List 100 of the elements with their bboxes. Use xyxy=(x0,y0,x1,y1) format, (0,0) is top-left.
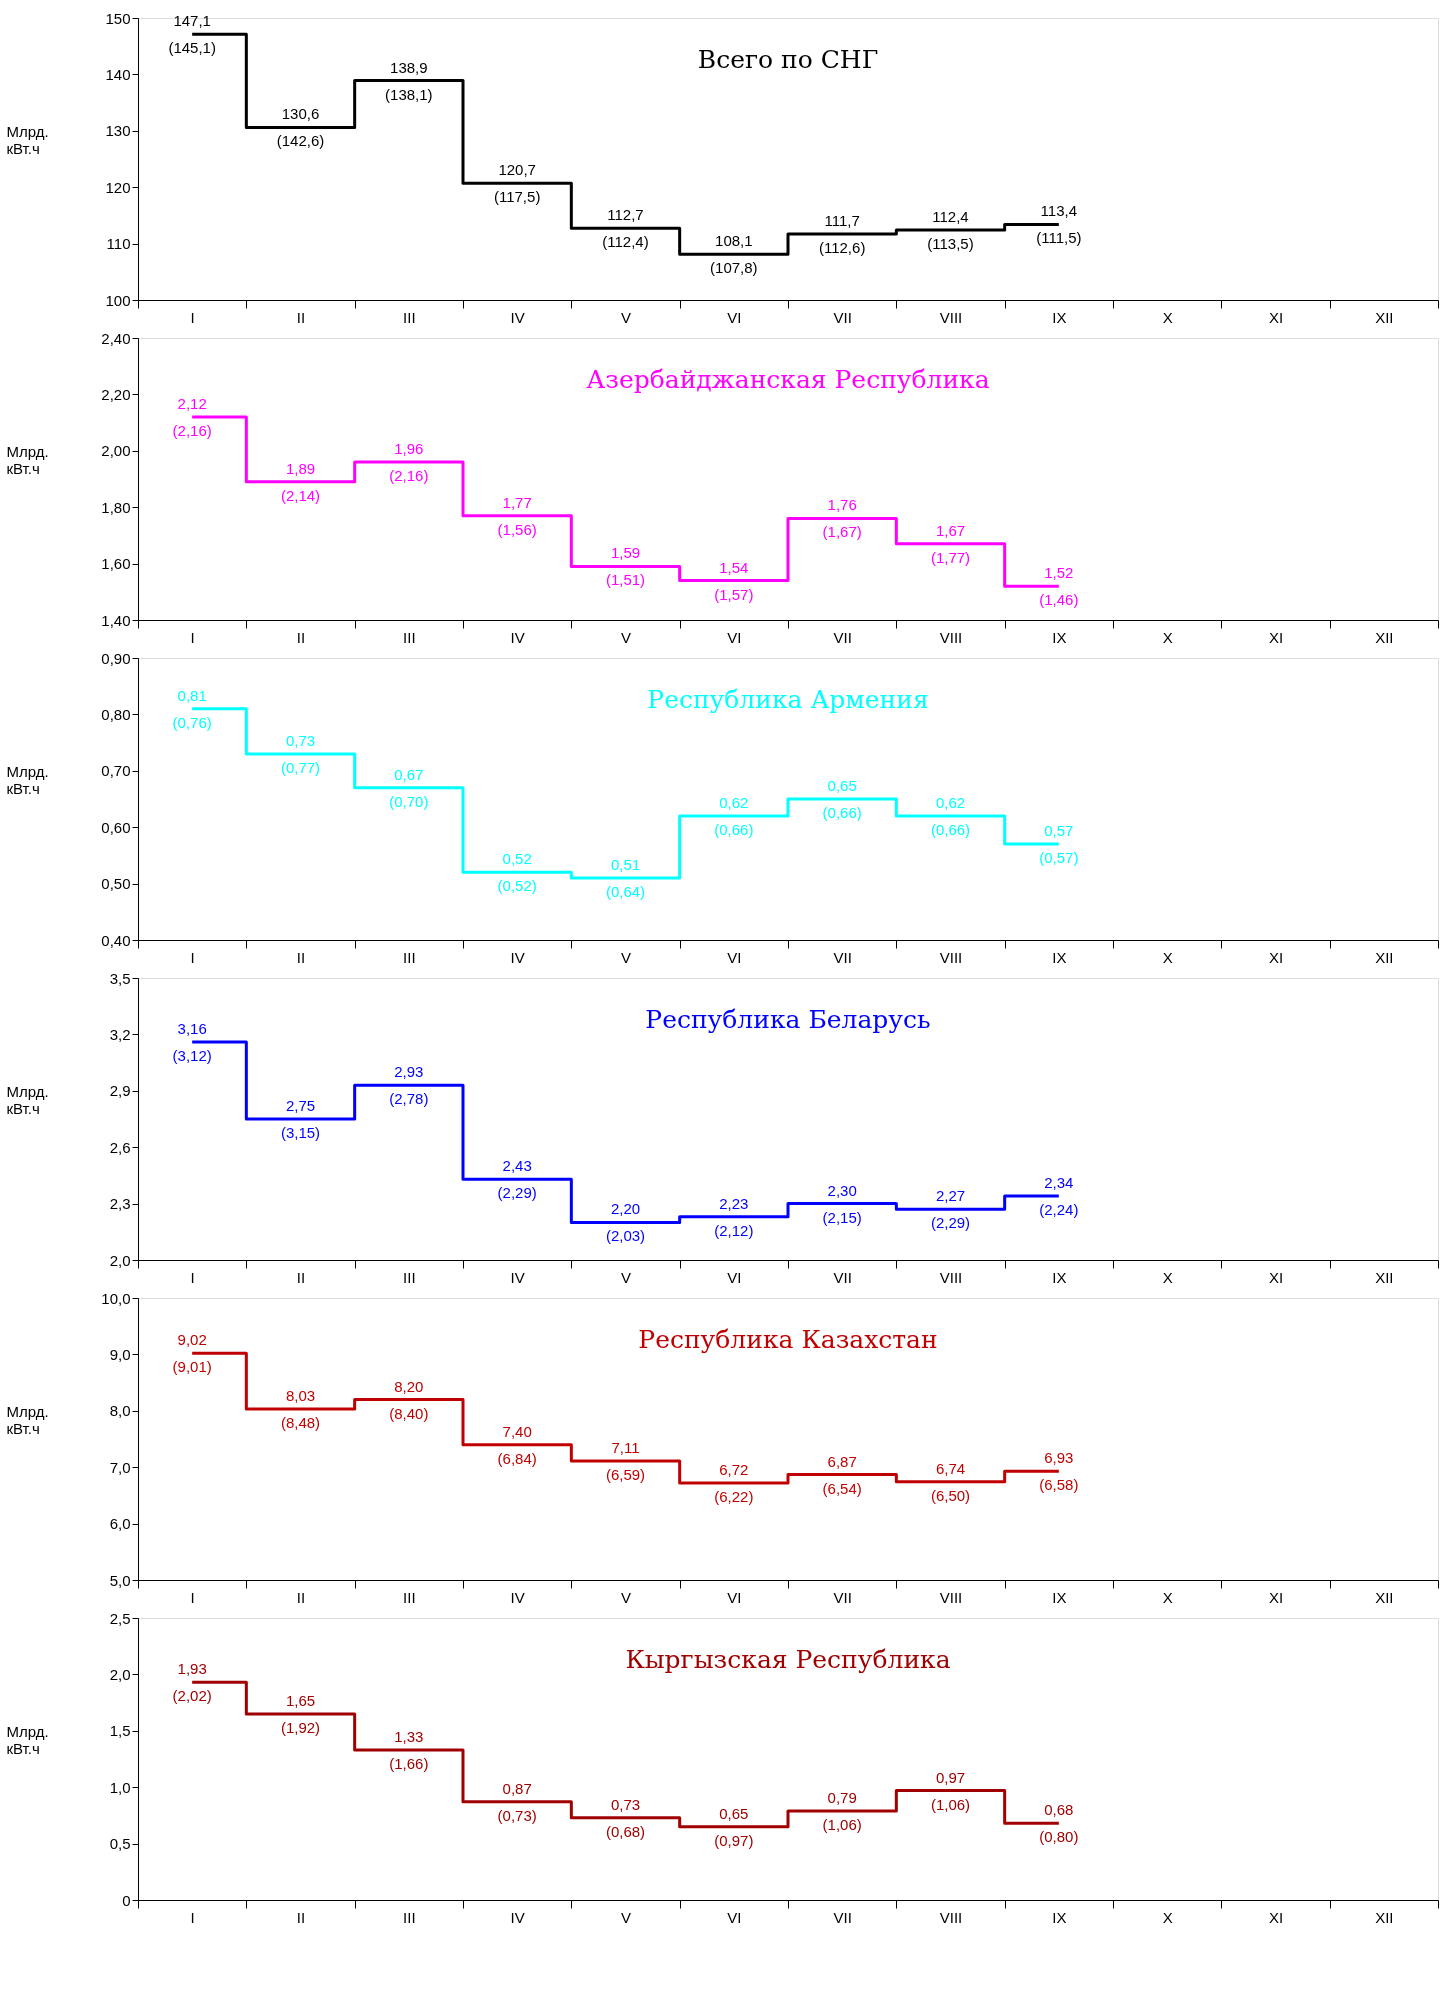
x-tick-label: IX xyxy=(1052,1268,1067,1286)
y-tick-label: 130 xyxy=(105,122,131,140)
data-label: 0,51 xyxy=(610,855,641,873)
data-label: 113,4 xyxy=(1040,202,1078,220)
annotation: (0,64) xyxy=(605,882,646,900)
data-label: 2,20 xyxy=(610,1200,641,1218)
x-tick-label: XII xyxy=(1375,628,1394,646)
y-tick-label: 0,40 xyxy=(101,931,131,949)
data-label: 147,1 xyxy=(173,12,211,30)
x-tick-label: IX xyxy=(1052,948,1067,966)
x-tick-label: IV xyxy=(510,1268,525,1286)
data-label: 1,89 xyxy=(285,459,316,477)
data-label: 6,87 xyxy=(827,1452,857,1470)
annotation: (0,52) xyxy=(497,877,537,895)
x-tick-label: III xyxy=(403,1908,416,1926)
x-tick-label: IV xyxy=(510,628,525,646)
annotation: (2,15) xyxy=(822,1208,862,1226)
data-label: 120,7 xyxy=(498,161,536,179)
x-tick-label: III xyxy=(403,948,416,966)
x-tick-label: IV xyxy=(510,1588,525,1606)
x-tick-label: VIII xyxy=(939,628,963,646)
x-tick-label: III xyxy=(403,1268,416,1286)
annotation: (112,4) xyxy=(602,233,649,251)
x-tick-label: X xyxy=(1162,948,1173,966)
data-label: 6,93 xyxy=(1044,1449,1074,1467)
y-tick-label: 2,9 xyxy=(109,1082,131,1100)
x-tick-label: VII xyxy=(833,1908,852,1926)
annotation: (112,6) xyxy=(818,239,866,257)
text: Республика Армения xyxy=(647,685,929,714)
data-label: 1,67 xyxy=(935,521,966,539)
y-tick-label: 0,90 xyxy=(101,649,131,667)
x-tick-label: XII xyxy=(1375,308,1394,326)
x-tick-label: III xyxy=(403,628,416,646)
annotation: (9,01) xyxy=(172,1358,212,1376)
x-tick-label: X xyxy=(1162,1268,1173,1286)
data-label: 2,43 xyxy=(502,1157,532,1175)
annotation: (3,12) xyxy=(172,1046,212,1064)
annotation: (142,6) xyxy=(276,132,325,150)
annotation: (2,24) xyxy=(1039,1201,1079,1219)
x-tick-label: VII xyxy=(833,308,852,326)
x-tick-label: IV xyxy=(510,308,525,326)
data-label: 3,16 xyxy=(177,1019,207,1037)
data-label: 0,65 xyxy=(827,777,857,794)
annotation: (1,66) xyxy=(389,1754,429,1772)
annotation: (145,1) xyxy=(168,39,216,57)
data-label: 112,4 xyxy=(932,208,969,226)
x-tick-label: IX xyxy=(1052,628,1067,646)
annotation: (113,5) xyxy=(927,235,974,253)
x-tick-label: II xyxy=(296,308,306,326)
text: Всего по СНГ xyxy=(697,45,879,74)
annotation: (1,56) xyxy=(497,520,537,538)
y-tick-label: 1,40 xyxy=(101,611,131,629)
data-label: 0,52 xyxy=(502,850,532,868)
x-tick-label: II xyxy=(296,1588,306,1606)
x-tick-label: II xyxy=(296,1268,306,1286)
data-label: 0,97 xyxy=(935,1768,966,1786)
x-tick-label: X xyxy=(1162,308,1173,326)
annotation: (6,54) xyxy=(822,1479,862,1497)
x-tick-label: IX xyxy=(1052,308,1067,326)
x-tick-label: I xyxy=(190,1268,195,1286)
data-label: 0,68 xyxy=(1044,1801,1074,1819)
y-tick-label: 6,0 xyxy=(109,1515,131,1533)
x-tick-label: VI xyxy=(727,1268,742,1286)
x-tick-label: VI xyxy=(727,1908,742,1926)
y-tick-label: 120 xyxy=(105,178,131,196)
y-tick-label: 3,5 xyxy=(109,969,131,987)
y-tick-label: 2,20 xyxy=(101,385,131,403)
y-tick-label: 140 xyxy=(105,65,131,83)
data-label: 2,27 xyxy=(935,1187,966,1205)
annotation: (1,67) xyxy=(822,523,862,541)
y-axis-title: Млрд. кВт.ч xyxy=(6,1722,49,1757)
y-axis-title: Млрд. кВт.ч xyxy=(6,1082,49,1117)
x-tick-label: I xyxy=(190,308,195,326)
x-tick-label: V xyxy=(620,1268,632,1286)
x-tick-label: VII xyxy=(833,1588,852,1606)
y-tick-label: 0,5 xyxy=(109,1835,131,1853)
annotation: (0,68) xyxy=(605,1822,646,1840)
y-tick-label: 0,80 xyxy=(101,705,131,723)
x-tick-label: XI xyxy=(1268,628,1284,646)
annotation: (2,03) xyxy=(605,1227,646,1245)
annotation: (0,80) xyxy=(1039,1828,1079,1846)
annotation: (6,84) xyxy=(497,1449,537,1467)
data-label: 1,65 xyxy=(285,1691,316,1709)
annotation: (117,5) xyxy=(493,188,541,206)
x-tick-label: XII xyxy=(1375,948,1394,966)
annotation: (1,57) xyxy=(714,585,754,603)
data-label: 0,62 xyxy=(935,793,966,811)
data-label: 2,93 xyxy=(394,1063,424,1081)
annotation: (2,16) xyxy=(389,467,429,485)
data-label: 1,33 xyxy=(394,1727,424,1745)
y-tick-label: 0,70 xyxy=(101,762,131,780)
y-tick-label: 150 xyxy=(105,9,131,27)
data-label: 6,72 xyxy=(719,1460,749,1478)
annotation: (107,8) xyxy=(710,259,758,277)
annotation: (6,50) xyxy=(930,1486,971,1504)
y-tick-label: 1,80 xyxy=(101,498,131,516)
annotation: (111,5) xyxy=(1036,229,1082,247)
y-axis-title: Млрд. кВт.ч xyxy=(6,122,49,157)
x-tick-label: II xyxy=(296,948,306,966)
x-tick-label: XI xyxy=(1268,1268,1284,1286)
